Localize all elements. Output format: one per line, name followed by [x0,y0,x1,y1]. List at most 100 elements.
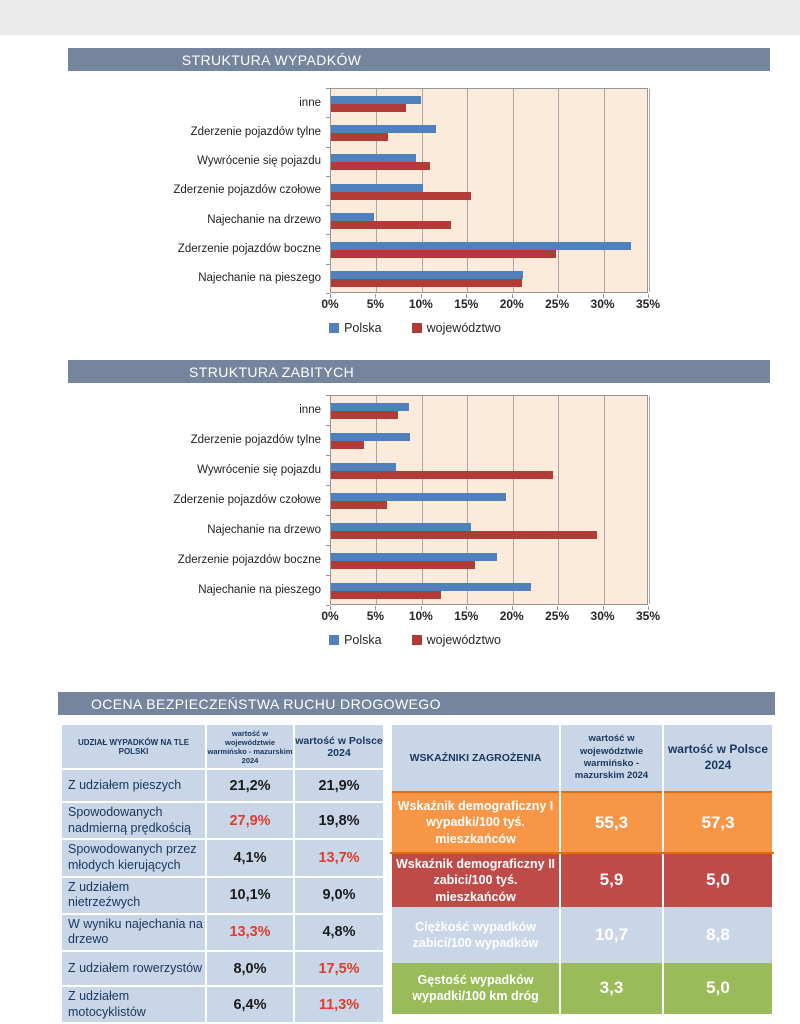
section-header-struktura-wypadkow: STRUKTURA WYPADKÓW [68,48,770,71]
row-label: W wyniku najechania na drzewo [60,912,207,953]
category-label: Zderzenie pojazdów czołowe [173,494,321,506]
value-poland: 57,3 [662,791,774,854]
legend-label: Polska [344,633,382,647]
category-label: Wywrócenie się pojazdu [197,155,321,168]
x-tick-label: 20% [499,609,524,623]
legend-item: województwo [411,321,501,335]
value-poland: 5,0 [662,962,774,1014]
value-poland: 5,0 [662,853,774,907]
column-header: WSKAŹNIKI ZAGROŻENIA [390,725,561,792]
x-tick-label: 20% [499,297,524,311]
category-labels: inne Zderzenie pojazdów tylne Wywrócenie s… [60,395,328,605]
category-label: Najechanie na pieszego [198,272,321,285]
x-tick [511,606,513,610]
x-tick [602,294,604,298]
value-voivodeship: 8,0% [205,950,295,987]
table-row: Z udziałem motocyklistów 6,4% 11,3% [60,984,385,1024]
y-tick [326,515,330,516]
row-label: Z udziałem motocyklistów [60,984,207,1024]
x-tick-label: 25% [545,297,570,311]
bar-województwo [331,279,523,288]
column-header: wartość w Polsce 2024 [293,723,385,770]
row-label: Spowodowanych nadmierną prędkością [60,800,207,841]
bar-województwo [331,132,388,141]
y-tick [326,545,330,546]
x-tick-label: 5% [366,297,385,311]
category-label: Najechanie na drzewo [207,524,321,536]
x-tick-label: 35% [635,297,661,311]
bar-polska [331,124,436,133]
plot-area [330,88,650,293]
category-label: inne [299,404,321,416]
x-tick [557,294,559,298]
x-tick [466,294,468,298]
x-tick-label: 0% [321,297,339,311]
category-label: Zderzenie pojazdów boczne [177,554,321,566]
gridline [649,89,650,292]
y-tick [326,175,330,177]
x-tick [557,606,559,610]
bar-polska [331,183,424,192]
value-poland: 8,8 [662,906,774,963]
row-label: Z udziałem pieszych [60,768,207,803]
y-tick [326,485,330,486]
gridline [603,396,605,604]
value-poland: 11,3% [293,984,385,1024]
category-label: Zderzenie pojazdów tylne [190,125,321,138]
bar-polska [331,242,631,251]
x-tick [375,294,377,298]
chart-legend: Polska województwo [60,633,770,647]
legend-swatch-polska [329,323,340,333]
y-tick [326,395,330,396]
bar-województwo [331,441,364,449]
y-tick [326,293,330,294]
bar-polska [331,271,524,280]
legend-swatch-województwo [411,323,422,333]
value-poland: 17,5% [293,950,385,987]
bar-polska [331,154,416,163]
x-tick [648,294,649,298]
section-header-struktura-zabitych: STRUKTURA ZABITYCH [68,360,770,383]
value-voivodeship: 5,9 [559,853,664,907]
bar-województwo [331,103,406,112]
legend-label: województwo [426,321,501,335]
table-udzial-wypadkow: UDZIAŁ WYPADKÓW NA TLE POLSKI wartość w … [60,723,385,1024]
chart-legend: Polska województwo [60,321,770,335]
bar-województwo [331,250,556,259]
x-tick [420,294,422,298]
x-tick [602,606,604,610]
category-label: Najechanie na drzewo [207,213,321,226]
value-voivodeship: 13,3% [205,912,295,953]
top-gray-strip [0,0,800,35]
table-row: Z udziałem nietrzeźwych 10,1% 9,0% [60,875,385,915]
column-header: wartość w województwie warmińsko - mazur… [559,725,664,792]
chart-struktura-zabitych: inne Zderzenie pojazdów tylne Wywrócenie s… [60,395,770,655]
bar-polska [331,553,498,561]
section-title: STRUKTURA ZABITYCH [189,363,355,380]
table-row: Z udziałem pieszych 21,2% 21,9% [60,768,385,803]
table-row: Ciężkość wypadków zabici/100 wypadków 10,… [390,906,774,963]
legend-item: Polska [329,633,382,647]
table-row: Wskaźnik demograficzny II zabici/100 tyś… [390,853,774,907]
bar-polska [331,523,471,531]
x-tick [375,606,377,610]
row-label: Z udziałem rowerzystów [60,950,207,987]
bar-polska [331,433,410,441]
category-label: Zderzenie pojazdów tylne [190,434,321,446]
y-tick [326,605,330,606]
x-tick [330,606,331,610]
y-tick [326,575,330,576]
value-poland: 13,7% [293,838,385,878]
row-label: Wskaźnik demograficzny I wypadki/100 tyś… [390,791,561,854]
column-header: UDZIAŁ WYPADKÓW NA TLE POLSKI [60,723,207,770]
value-voivodeship: 3,3 [559,962,664,1014]
x-tick [420,606,422,610]
y-tick [326,425,330,426]
x-tick-label: 10% [408,297,433,311]
table-row: Wskaźnik demograficzny I wypadki/100 tyś… [390,791,774,854]
value-voivodeship: 4,1% [205,838,295,878]
row-label: Wskaźnik demograficzny II zabici/100 tyś… [390,853,561,907]
table-row: Z udziałem rowerzystów 8,0% 17,5% [60,950,385,987]
bar-polska [331,583,531,591]
x-tick-label: 5% [366,609,385,623]
